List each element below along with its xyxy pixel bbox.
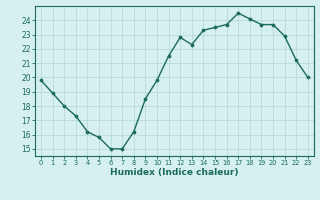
X-axis label: Humidex (Indice chaleur): Humidex (Indice chaleur): [110, 168, 239, 177]
